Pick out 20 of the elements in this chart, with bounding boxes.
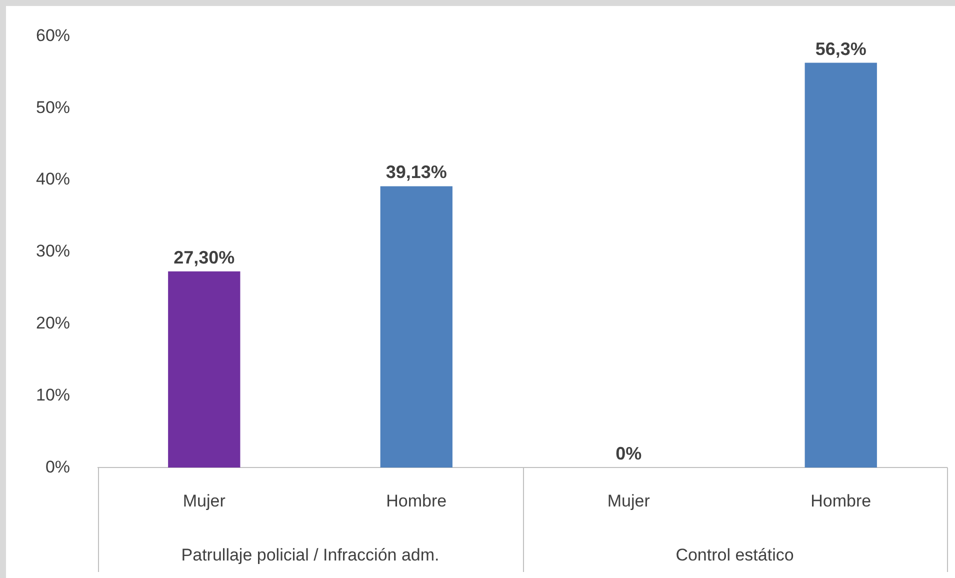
- y-tick-label: 20%: [36, 313, 70, 332]
- y-tick-label: 30%: [36, 242, 70, 261]
- text: Patrullaje policial / Infracción adm.: [181, 546, 440, 565]
- y-tick-label: 0%: [45, 457, 70, 476]
- text: Control estático: [676, 546, 794, 565]
- x-tick-label: Hombre: [810, 491, 872, 510]
- y-tick-label: 40%: [36, 170, 70, 189]
- bar: [804, 62, 877, 468]
- x-tick-label: Mujer: [607, 491, 650, 510]
- data-label: 0%: [616, 444, 642, 464]
- y-tick-label: 50%: [36, 98, 70, 117]
- data-label: 39,13%: [386, 162, 447, 182]
- data-label: 27,30%: [174, 247, 235, 268]
- y-tick-label: 10%: [36, 385, 70, 404]
- y-tick-label: 60%: [36, 26, 70, 45]
- x-tick-label: Hombre: [386, 491, 447, 510]
- bar: [168, 271, 240, 468]
- data-label: 56,3%: [815, 38, 866, 59]
- bar: [380, 186, 452, 468]
- x-tick-label: Mujer: [182, 491, 226, 510]
